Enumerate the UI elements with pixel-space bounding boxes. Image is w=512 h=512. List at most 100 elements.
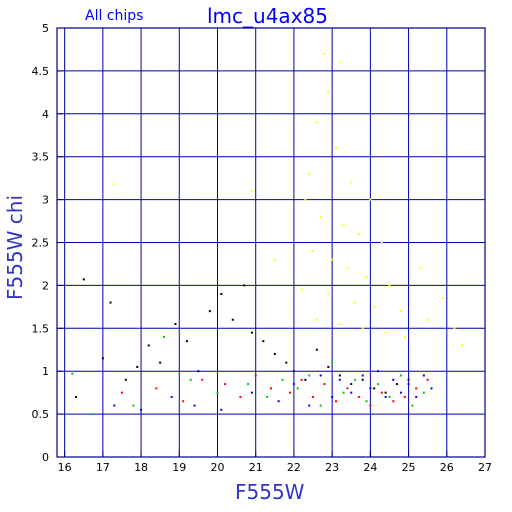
scatter-point [273, 258, 276, 261]
scatter-point [159, 361, 162, 364]
scatter-point [90, 413, 93, 416]
scatter-point [170, 395, 173, 398]
scatter-point [281, 378, 284, 381]
scatter-point [82, 278, 85, 281]
scatter-point [319, 404, 322, 407]
scatter-point [315, 318, 318, 321]
scatter-point [361, 378, 364, 381]
scatter-point [201, 378, 204, 381]
scatter-point [399, 310, 402, 313]
scatter-point [384, 331, 387, 334]
scatter-point [308, 172, 311, 175]
scatter-point [319, 374, 322, 377]
scatter-point [365, 275, 368, 278]
scatter-point [377, 370, 379, 373]
scatter-point [120, 391, 123, 394]
y-tick-label: 0 [42, 451, 49, 464]
scatter-point [331, 361, 334, 364]
x-tick-label: 26 [440, 461, 454, 474]
scatter-point [342, 391, 345, 394]
scatter-point [327, 292, 330, 295]
scatter-point [331, 258, 334, 261]
scatter-point [377, 383, 379, 386]
scatter-point [403, 335, 406, 338]
scatter-point [407, 383, 410, 386]
scatter-point [373, 387, 376, 390]
x-tick-label: 25 [402, 461, 416, 474]
scatter-point [338, 323, 341, 326]
scatter-point [369, 387, 372, 390]
y-tick-label: 4.5 [32, 65, 50, 78]
scatter-point [289, 391, 292, 394]
scatter-point [292, 383, 295, 386]
scatter-point [308, 374, 311, 377]
scatter-point [357, 232, 360, 235]
scatter-point [380, 241, 383, 244]
scatter-point [350, 181, 353, 184]
chart-title: lmc_u4ax85 [207, 4, 328, 28]
scatter-point [334, 400, 337, 403]
y-axis-label: F555W chi [3, 195, 27, 300]
scatter-point [147, 344, 150, 347]
x-tick-label: 17 [96, 461, 110, 474]
scatter-point [426, 318, 429, 321]
grid [57, 28, 485, 457]
scatter-point [109, 301, 112, 304]
x-tick-label: 16 [58, 461, 72, 474]
scatter-point [304, 198, 307, 201]
scatter-point [174, 323, 177, 326]
scatter-point [208, 310, 211, 313]
scatter-point [346, 387, 349, 390]
x-tick-label: 20 [211, 461, 225, 474]
chart-subtitle: All chips [85, 8, 143, 24]
scatter-point [354, 301, 357, 304]
scatter-point [422, 391, 425, 394]
scatter-point [453, 327, 456, 330]
scatter-point [193, 404, 196, 407]
scatter-point [373, 305, 376, 308]
x-axis-label: F555W [235, 480, 305, 504]
scatter-point [132, 404, 135, 407]
scatter-point [315, 348, 318, 351]
scatter-point [185, 340, 188, 343]
scatter-point [411, 404, 414, 407]
scatter-point [338, 61, 341, 64]
scatter-point [216, 391, 219, 394]
x-tick-label: 24 [363, 461, 377, 474]
scatter-point [101, 357, 104, 360]
scatter-point [392, 400, 395, 403]
scatter-point [189, 378, 192, 381]
scatter-points [71, 52, 464, 416]
scatter-point [300, 288, 303, 291]
scatter-point [182, 400, 185, 403]
scatter-point [384, 395, 387, 398]
scatter-point [315, 121, 318, 124]
scatter-point [388, 395, 391, 398]
scatter-point [338, 378, 341, 381]
scatter-point [113, 183, 116, 186]
scatter-point [403, 395, 406, 398]
y-tick-label: 5 [42, 22, 49, 35]
scatter-point [113, 404, 116, 407]
scatter-point [304, 378, 307, 381]
y-tick-label: 2 [42, 279, 49, 292]
scatter-point [197, 370, 200, 373]
scatter-point [365, 400, 368, 403]
scatter-point [140, 408, 143, 411]
scatter-point [415, 395, 418, 398]
y-tick-label: 3 [42, 194, 49, 207]
scatter-point [312, 395, 315, 398]
scatter-point [407, 378, 410, 381]
scatter-point [369, 198, 372, 201]
scatter-point [285, 361, 288, 364]
scatter-point [361, 374, 364, 377]
scatter-point [163, 335, 165, 338]
scatter-point [461, 344, 464, 347]
scatter-point [224, 383, 227, 386]
scatter-point [300, 378, 303, 381]
scatter-point [319, 215, 322, 218]
x-tick-label: 19 [172, 461, 186, 474]
y-tick-label: 4 [42, 108, 49, 121]
scatter-point [220, 292, 223, 295]
scatter-point [354, 378, 357, 381]
